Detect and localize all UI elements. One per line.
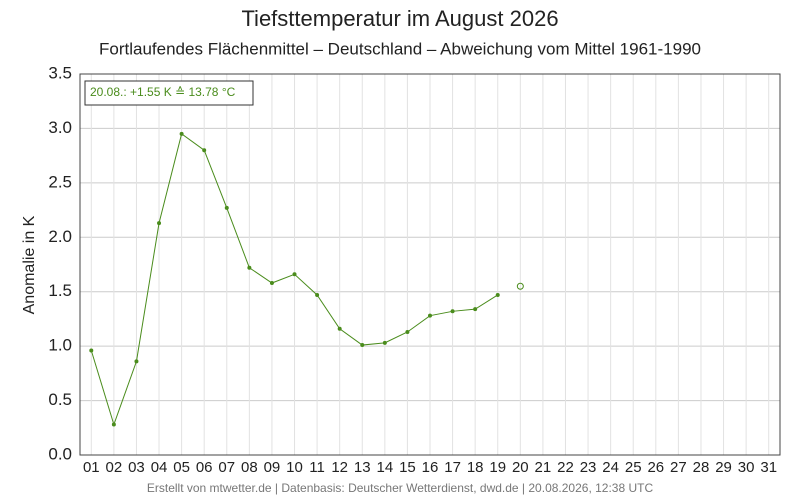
x-tick-label: 14 bbox=[376, 459, 393, 476]
x-tick-label: 30 bbox=[738, 459, 755, 476]
x-tick-label: 08 bbox=[241, 459, 258, 476]
x-tick-label: 05 bbox=[173, 459, 190, 476]
x-tick-label: 24 bbox=[602, 459, 619, 476]
data-point bbox=[382, 340, 387, 345]
data-point bbox=[428, 313, 432, 318]
x-tick-label: 28 bbox=[693, 459, 710, 476]
y-tick-label: 2.5 bbox=[48, 172, 72, 191]
data-point bbox=[224, 205, 229, 210]
x-tick-label: 18 bbox=[467, 459, 484, 476]
x-tick-label: 22 bbox=[557, 459, 574, 476]
y-tick-label: 3.5 bbox=[48, 63, 72, 82]
data-point bbox=[405, 329, 410, 334]
x-tick-label: 06 bbox=[196, 459, 213, 476]
data-point bbox=[134, 359, 139, 364]
x-tick-label: 03 bbox=[128, 459, 145, 476]
annotation-box bbox=[84, 80, 254, 106]
x-tick-label: 09 bbox=[264, 459, 281, 476]
x-tick-label: 12 bbox=[331, 459, 348, 476]
data-point bbox=[473, 307, 478, 312]
x-tick-label: 21 bbox=[535, 459, 552, 476]
footer: Erstellt von mtwetter.de | Datenbasis: D… bbox=[147, 481, 654, 495]
data-point bbox=[179, 131, 184, 136]
chart-title: Tiefsttemperatur im August 2026 bbox=[241, 6, 558, 31]
data-point bbox=[337, 326, 342, 331]
y-tick-label: 0.0 bbox=[48, 444, 72, 463]
y-tick-label: 1.5 bbox=[48, 281, 72, 300]
annotation: 20.08.: +1.55 K ≙ 13.78 °C bbox=[90, 85, 236, 99]
x-tick-label: 25 bbox=[625, 459, 642, 476]
x-tick-label: 23 bbox=[580, 459, 597, 476]
data-point bbox=[450, 309, 455, 314]
x-tick-label: 07 bbox=[218, 459, 235, 476]
data-point bbox=[516, 282, 524, 290]
data-point bbox=[269, 281, 274, 286]
x-tick-label: 19 bbox=[489, 459, 506, 476]
x-tick-label: 11 bbox=[309, 459, 325, 476]
x-tick-label: 16 bbox=[422, 459, 439, 476]
y-axis-label: Anomalie in K bbox=[21, 215, 38, 314]
y-tick-label: 0.5 bbox=[48, 390, 72, 409]
x-tick-label: 10 bbox=[286, 459, 303, 476]
x-tick-label: 29 bbox=[715, 459, 732, 476]
data-point bbox=[247, 265, 252, 270]
x-tick-label: 04 bbox=[151, 459, 168, 476]
data-point bbox=[111, 422, 116, 427]
y-tick-label: 1.0 bbox=[48, 336, 72, 355]
plot-frame bbox=[79, 73, 781, 456]
x-tick-label: 02 bbox=[106, 459, 123, 476]
data-point bbox=[157, 221, 162, 226]
y-tick-label: 3.0 bbox=[48, 118, 72, 137]
x-tick-label: 01 bbox=[83, 459, 100, 476]
x-tick-label: 15 bbox=[399, 459, 416, 476]
y-tick-label: 2.0 bbox=[48, 227, 72, 246]
data-point bbox=[360, 343, 365, 348]
data-point bbox=[89, 348, 94, 353]
chart-subtitle: Fortlaufendes Flächenmittel – Deutschlan… bbox=[99, 39, 701, 58]
x-tick-label: 31 bbox=[760, 459, 777, 476]
data-point bbox=[292, 272, 297, 277]
data-point bbox=[315, 292, 320, 297]
x-tick-label: 17 bbox=[444, 459, 461, 476]
data-point bbox=[495, 292, 500, 297]
x-tick-label: 26 bbox=[647, 459, 664, 476]
x-tick-label: 27 bbox=[670, 459, 687, 476]
x-tick-label: 20 bbox=[512, 459, 529, 476]
x-tick-label: 13 bbox=[354, 459, 371, 476]
data-point bbox=[202, 148, 207, 153]
